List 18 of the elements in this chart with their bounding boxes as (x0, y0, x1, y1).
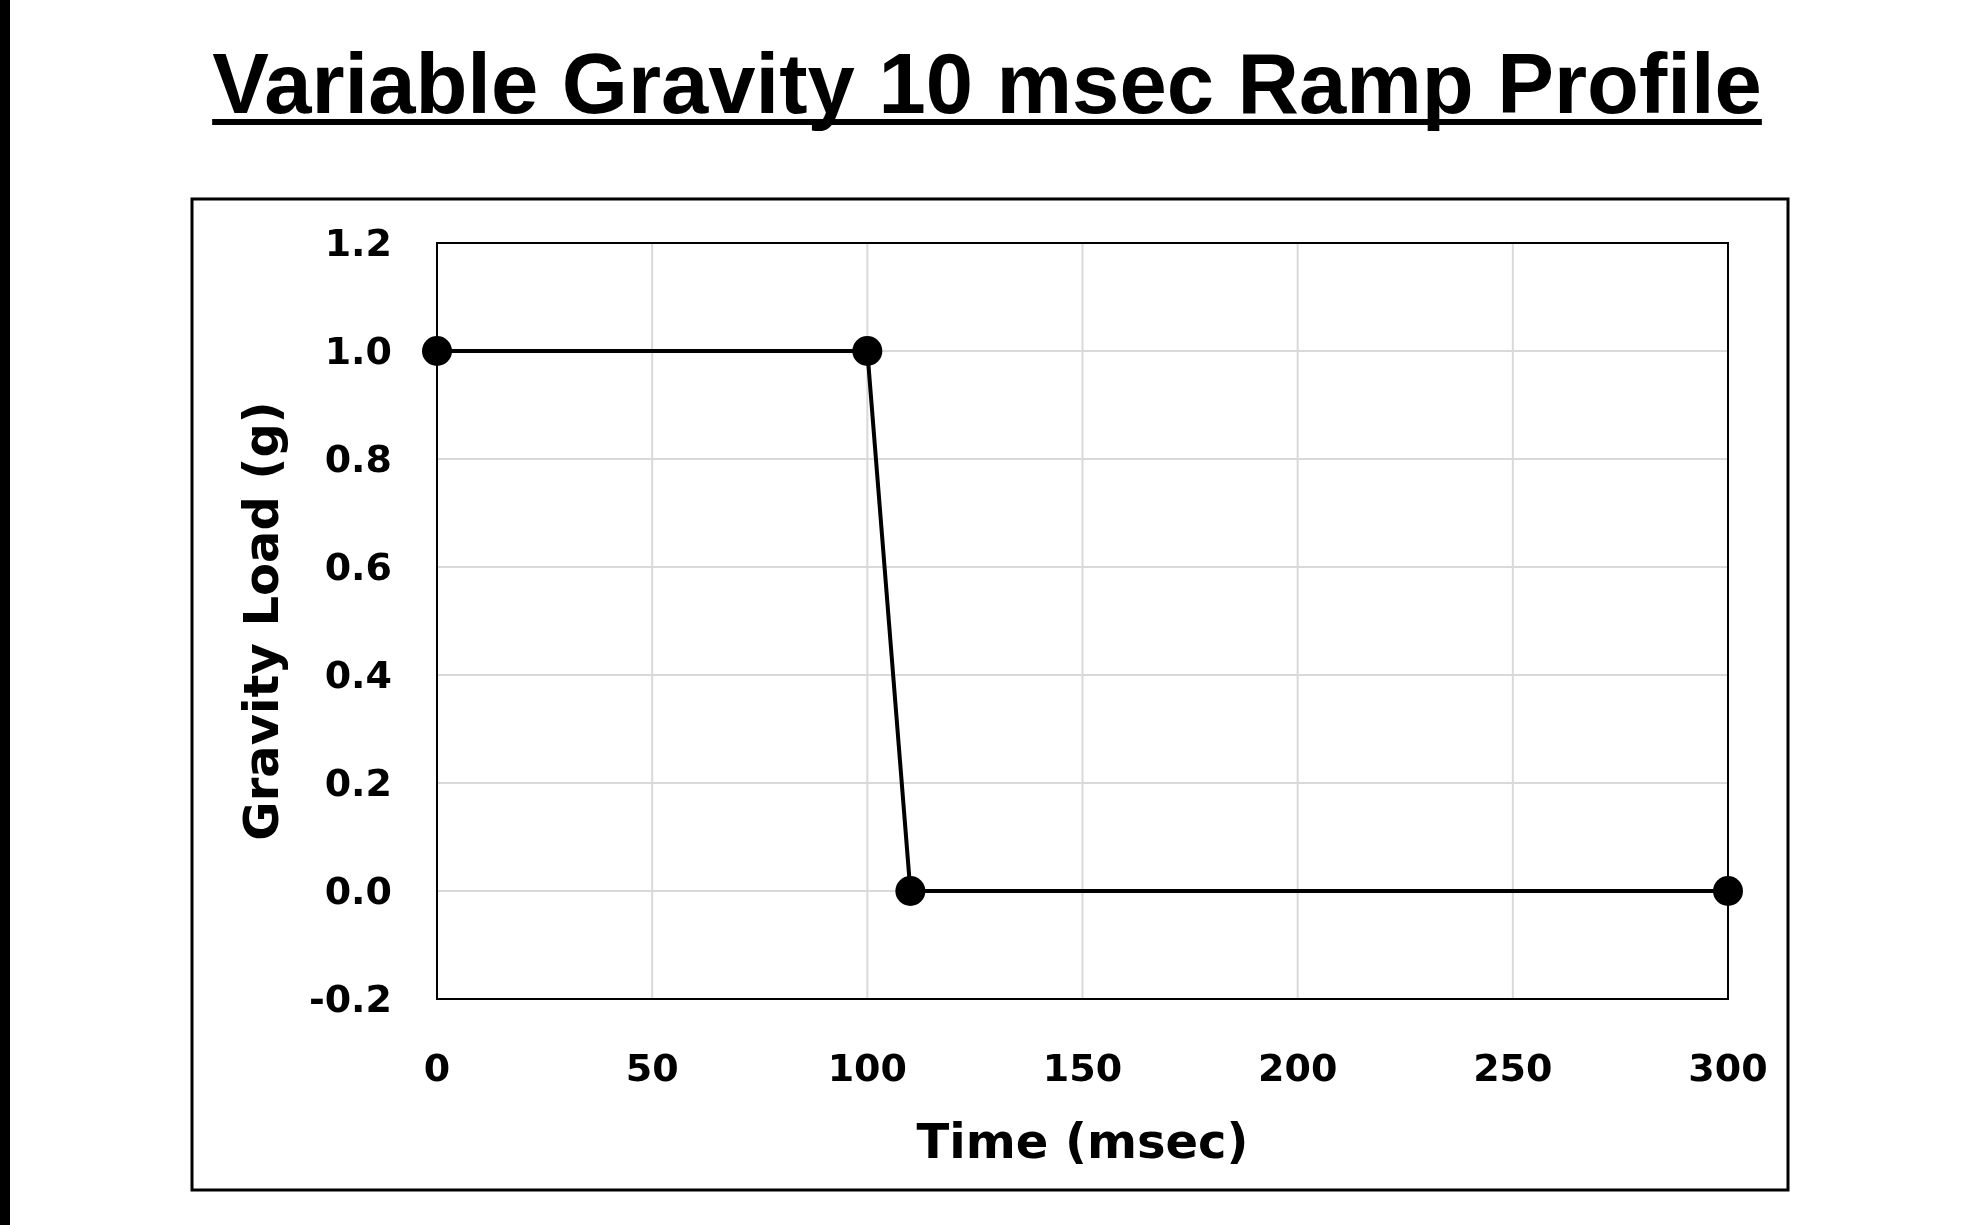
y-tick-label: 0.8 (324, 437, 392, 482)
x-tick-label: 0 (423, 1046, 451, 1090)
y-tick-label: 1.2 (324, 221, 392, 266)
y-tick-label: 0.6 (324, 545, 392, 590)
x-tick-label: 150 (1042, 1046, 1123, 1090)
y-tick-label: 0.0 (324, 869, 392, 914)
x-tick-label: 50 (625, 1046, 679, 1090)
chart-title: Variable Gravity 10 msec Ramp Profile (212, 36, 1762, 131)
y-axis-title: Gravity Load (g) (233, 401, 289, 841)
x-axis-title: Time (msec) (916, 1113, 1249, 1169)
y-tick-label: -0.2 (308, 977, 392, 1022)
x-tick-label: 200 (1258, 1046, 1338, 1090)
y-tick-label: 1.0 (324, 329, 392, 374)
y-tick-label: 0.4 (324, 653, 392, 698)
x-tick-label: 250 (1473, 1046, 1553, 1090)
x-tick-label: 300 (1688, 1046, 1768, 1090)
x-tick-label: 100 (827, 1046, 907, 1090)
y-tick-label: 0.2 (324, 761, 392, 806)
